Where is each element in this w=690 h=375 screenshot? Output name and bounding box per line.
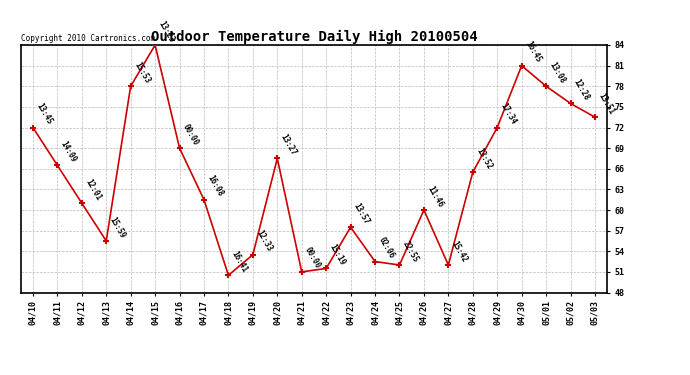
Text: 12:33: 12:33	[254, 229, 274, 253]
Text: 13:57: 13:57	[352, 201, 371, 226]
Text: 13:52: 13:52	[474, 146, 493, 171]
Text: 12:01: 12:01	[83, 177, 103, 202]
Text: 11:46: 11:46	[425, 184, 444, 209]
Text: 16:41: 16:41	[230, 249, 249, 274]
Text: 17:34: 17:34	[499, 102, 518, 126]
Text: 13:45: 13:45	[34, 102, 54, 126]
Text: 12:28: 12:28	[572, 78, 591, 102]
Text: 13:23: 13:23	[157, 19, 176, 44]
Text: 13:08: 13:08	[547, 60, 567, 85]
Title: Outdoor Temperature Daily High 20100504: Outdoor Temperature Daily High 20100504	[150, 30, 477, 44]
Text: 13:51: 13:51	[596, 91, 615, 116]
Text: 15:42: 15:42	[450, 239, 469, 264]
Text: 00:00: 00:00	[303, 246, 322, 270]
Text: 00:00: 00:00	[181, 122, 200, 147]
Text: Copyright 2010 Cartronics.com: Copyright 2010 Cartronics.com	[21, 33, 155, 42]
Text: 13:27: 13:27	[279, 132, 298, 157]
Text: 14:09: 14:09	[59, 140, 78, 164]
Text: 02:06: 02:06	[377, 236, 396, 260]
Text: 15:53: 15:53	[132, 60, 151, 85]
Text: 15:59: 15:59	[108, 215, 127, 240]
Text: 16:08: 16:08	[206, 174, 225, 198]
Text: 15:19: 15:19	[328, 243, 347, 267]
Text: 22:55: 22:55	[401, 239, 420, 264]
Text: 16:45: 16:45	[523, 40, 542, 64]
